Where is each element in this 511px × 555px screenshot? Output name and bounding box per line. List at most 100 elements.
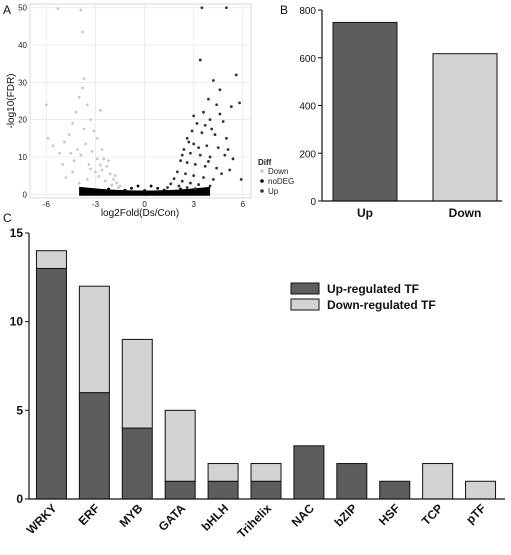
volcano-point-up [216, 146, 220, 150]
volcano-point-nodeg [113, 192, 117, 195]
volcano-point-nodeg [189, 191, 192, 195]
tf-bar-up-myb [121, 427, 153, 500]
volcano-point-nodeg [123, 188, 127, 192]
volcano-point-down [64, 176, 68, 179]
tf-bar-up-wrky [35, 267, 67, 500]
tf-y-tick-label: 10 [10, 315, 24, 329]
volcano-point-up [177, 184, 181, 188]
volcano-legend-marker-down [260, 169, 264, 173]
volcano-point-up [221, 120, 225, 123]
volcano-legend-marker-up [260, 189, 264, 193]
volcano-point-down [115, 181, 119, 185]
volcano-point-down [69, 151, 73, 155]
volcano-point-down [87, 163, 91, 166]
volcano-point-up [225, 6, 228, 10]
tf-bar-down-gata [164, 409, 196, 482]
tf-bar-up-erf [78, 392, 110, 500]
volcano-point-up [218, 112, 222, 116]
volcano-point-down [95, 157, 99, 161]
volcano-point-down [98, 163, 102, 167]
volcano-point-nodeg [143, 189, 146, 192]
volcano-point-nodeg [97, 191, 101, 195]
tf-legend-label: Up-regulated TF [327, 282, 419, 296]
volcano-point-nodeg [143, 192, 146, 196]
volcano-point-up [179, 159, 183, 163]
volcano-point-down [85, 177, 89, 181]
volcano-point-nodeg [184, 189, 187, 192]
volcano-point-down [79, 153, 83, 157]
volcano-point-up [215, 166, 219, 170]
volcano-point-nodeg [118, 191, 122, 194]
deg-count-bar-chart: 0 200 400 600 800 Up Down [299, 6, 502, 220]
volcano-point-nodeg [151, 192, 155, 196]
volcano-point-nodeg [172, 192, 176, 195]
volcano-point-nodeg [205, 191, 209, 195]
deg-count-category-label: Up [357, 206, 373, 220]
tf-bar-down-erf [78, 285, 110, 394]
tf-bar-up-trihelix [250, 480, 282, 500]
volcano-point-down [72, 159, 76, 163]
volcano-point-down [95, 136, 99, 140]
volcano-point-up [202, 176, 205, 179]
volcano-legend-marker-nodeg [260, 179, 264, 183]
volcano-point-down [56, 7, 60, 10]
tf-bar-up-gata [164, 480, 196, 500]
volcano-point-up [185, 161, 189, 164]
tf-category-label: HSF [376, 501, 403, 528]
tf-bars [35, 250, 497, 500]
volcano-point-up [185, 186, 189, 189]
volcano-point-down [89, 167, 92, 171]
volcano-point-down [94, 170, 97, 174]
volcano-point-up [184, 172, 187, 176]
volcano-point-up [218, 88, 222, 92]
deg-count-y-tick-label: 600 [299, 54, 316, 65]
volcano-plot-area [29, 3, 252, 199]
volcano-point-up [172, 177, 176, 181]
tf-y-ticks: 0 5 10 15 [10, 226, 29, 506]
volcano-point-down [82, 77, 86, 81]
deg-count-y-ticks: 0 200 400 600 800 [299, 6, 322, 208]
volcano-point-down [67, 133, 71, 136]
tf-bar-down-ptf [465, 480, 497, 500]
volcano-point-up [182, 148, 186, 151]
tf-y-tick-label: 0 [16, 492, 23, 506]
tf-family-stacked-bar-chart: 0 5 10 15 WRKY ERF MYB GATA bHLH Trihelix NAC bZIP… [10, 226, 505, 541]
volcano-x-tick-label: -6 [43, 200, 51, 209]
volcano-point-up [189, 151, 192, 155]
volcano-point-down [110, 183, 114, 187]
volcano-point-down [51, 144, 55, 148]
volcano-point-down [89, 118, 92, 122]
deg-count-y-tick-label: 800 [299, 6, 316, 17]
volcano-point-down [108, 172, 112, 176]
volcano-x-tick-label: 3 [191, 200, 196, 209]
volcano-point-up [175, 170, 179, 174]
volcano-point-up [213, 133, 217, 136]
volcano-point-down [44, 103, 48, 107]
tf-category-label: ERF [76, 501, 103, 528]
volcano-point-up [185, 136, 189, 140]
volcano-point-up [166, 186, 169, 189]
volcano-point-nodeg [179, 187, 183, 191]
volcano-point-up [197, 183, 201, 186]
tf-category-label: GATA [156, 501, 189, 534]
volcano-point-up [231, 157, 235, 161]
volcano-point-up [169, 182, 173, 186]
volcano-point-up [200, 6, 204, 10]
volcano-point-nodeg [85, 189, 89, 193]
deg-count-bars [332, 21, 498, 202]
volcano-point-nodeg [156, 186, 160, 190]
volcano-point-down [80, 86, 84, 90]
volcano-point-nodeg [110, 190, 114, 194]
volcano-plot: -6 -3 0 3 6 0 10 20 30 40 50 log2Fold(Ds/Con) -log… [6, 3, 294, 219]
volcano-point-nodeg [126, 191, 130, 195]
deg-count-y-tick-label: 400 [299, 102, 316, 113]
volcano-point-nodeg [136, 184, 140, 188]
tf-y-tick-label: 5 [16, 403, 23, 417]
volcano-point-nodeg [135, 192, 138, 196]
volcano-point-up [211, 177, 215, 181]
tf-bar-down-wrky [35, 250, 67, 269]
volcano-point-up [192, 174, 196, 178]
volcano-point-up [207, 160, 210, 163]
